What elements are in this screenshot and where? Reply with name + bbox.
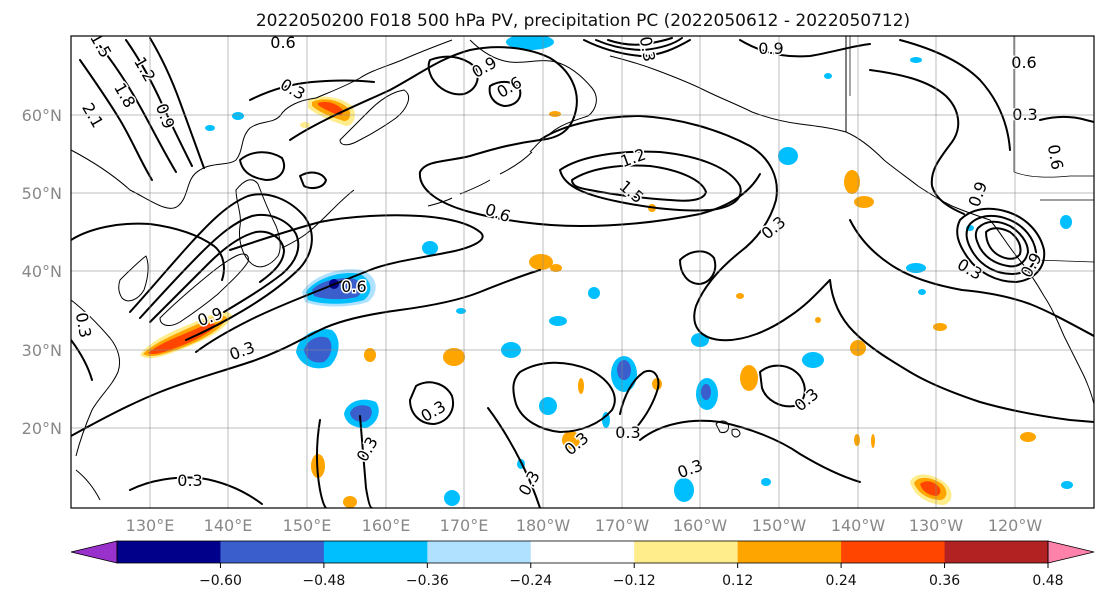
lon-label: 130°E <box>126 516 175 535</box>
lon-label: 150°W <box>752 516 807 535</box>
coastlines <box>71 36 1094 501</box>
colorbar-tick-label: 0.36 <box>929 573 960 589</box>
lon-label: 140°W <box>831 516 886 535</box>
lat-label-20n: 20°N <box>22 419 62 438</box>
colorbar-swatch <box>117 541 221 563</box>
colorbar-extend-min <box>70 540 118 564</box>
contour-label: 0.6 <box>341 277 366 296</box>
lat-label-50n: 50°N <box>22 184 62 203</box>
colorbar-tick-label: −0.36 <box>406 573 449 589</box>
lon-label: 170°W <box>595 516 650 535</box>
colorbar-swatch <box>530 541 635 563</box>
lat-label-60n: 60°N <box>22 106 62 125</box>
lon-label: 170°E <box>440 516 489 535</box>
contour-label: 0.9 <box>758 39 783 58</box>
map-frame <box>70 35 1095 509</box>
colorbar-extend-max <box>1047 540 1095 564</box>
lon-label: 150°E <box>283 516 332 535</box>
lon-label: 180°W <box>516 516 571 535</box>
lon-label: 160°W <box>673 516 728 535</box>
colorbar-tick-label: 0.12 <box>722 573 753 589</box>
gridlines <box>71 36 1094 508</box>
colorbar-outline <box>116 540 1049 564</box>
political-borders <box>849 36 1094 263</box>
contour-label: 0.6 <box>1011 53 1036 72</box>
lat-label-30n: 30°N <box>22 341 62 360</box>
longitude-labels: 130°E 140°E 150°E 160°E 170°E 180°W 170°… <box>126 516 1043 535</box>
colorbar-swatch <box>737 541 842 563</box>
colorbar-tick-label: 0.48 <box>1032 573 1063 589</box>
colorbar-swatch <box>427 541 532 563</box>
contour-label: 0.3 <box>615 423 640 442</box>
colorbar-tick-label: −0.24 <box>509 573 552 589</box>
figure-title: 2022050200 F018 500 hPa PV, precipitatio… <box>256 11 910 31</box>
lon-label: 160°E <box>362 516 411 535</box>
lon-label: 140°E <box>204 516 253 535</box>
colorbar-swatch <box>841 541 946 563</box>
lat-label-40n: 40°N <box>22 262 62 281</box>
colorbar-swatch <box>944 541 1049 563</box>
colorbar-swatch <box>634 541 739 563</box>
contour-label: 0.6 <box>270 33 295 52</box>
contour-label: 0.6 <box>1044 143 1067 171</box>
colorbar-tick-label: 0.24 <box>826 573 857 589</box>
lon-label: 130°W <box>909 516 964 535</box>
colorbar: −0.60 −0.48 −0.36 −0.24 −0.12 0.12 0.24 0.36 0.4… <box>70 540 1095 589</box>
pv-contours <box>71 37 1094 508</box>
colorbar-tick-label: −0.12 <box>613 573 656 589</box>
colorbar-tick-label: −0.60 <box>199 573 242 589</box>
lon-label: 120°W <box>988 516 1043 535</box>
map-panel: 0.6 0.9 1.5 1.2 1.8 2.1 0.3 0.9 0.6 0.9 … <box>70 33 1095 509</box>
contour-label: 0.3 <box>177 471 202 490</box>
colorbar-swatch <box>220 541 325 563</box>
colorbar-swatch <box>323 541 428 563</box>
precip-shading <box>140 36 1073 508</box>
colorbar-tick-label: −0.48 <box>302 573 345 589</box>
latitude-labels: 60°N 50°N 40°N 30°N 20°N <box>22 106 62 438</box>
